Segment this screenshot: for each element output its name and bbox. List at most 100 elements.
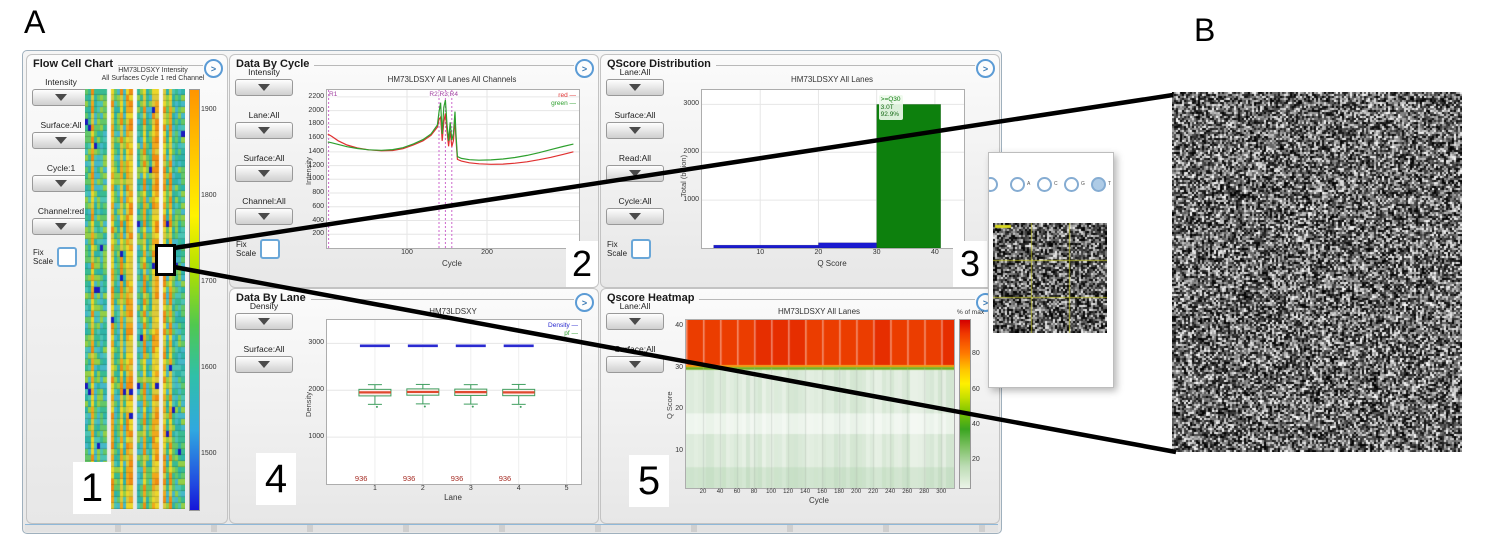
dropdown-cycle-all[interactable] (606, 208, 664, 225)
colorbar-tick-label: 1700 (201, 278, 217, 286)
callout-4: 4 (256, 453, 296, 505)
colorbar-tick-label: 1800 (201, 192, 217, 200)
y-tick-label: 2200 (308, 92, 324, 100)
x-tick-label: 240 (885, 489, 896, 495)
qscore-heatmap-title: HM73LDSXY All Lanes (777, 307, 861, 316)
colorbar-tick-label: 20 (972, 456, 980, 464)
channel-radio-c[interactable] (1037, 177, 1052, 192)
panel-qscore-heatmap: Qscore Heatmap > Lane:All Surface:All HM7… (600, 288, 1000, 524)
fix-scale-checkbox[interactable] (631, 239, 652, 259)
dropdown-surface-all[interactable] (606, 356, 664, 373)
x-tick-label: 100 (766, 489, 777, 495)
header-line (310, 298, 574, 300)
dropdown-lane-all[interactable] (606, 313, 664, 330)
channel-radio-label: A (1027, 181, 1031, 187)
dropdown-label-surface-all: Surface:All (243, 153, 285, 163)
dropdown-label-cycle-all: Cycle:All (618, 196, 652, 206)
y-tick-label: 1000 (683, 196, 699, 204)
dropdown-surface-all[interactable] (32, 132, 90, 149)
dropdown-channel-all[interactable] (235, 208, 293, 225)
dropdown-label-read-all: Read:All (618, 153, 652, 163)
colorbar-tick-label: 40 (972, 420, 980, 428)
intensity-colorbar (189, 89, 200, 511)
y-tick-label: 1200 (308, 161, 324, 169)
control-stack: Intensity Surface:All Cycle:1 Channel:red (29, 75, 93, 235)
header-line (314, 64, 574, 66)
chevron-down-icon (55, 94, 67, 101)
dropdown-label-lane-all: Lane:All (619, 67, 651, 77)
data-by-lane-title: HM73LDSXY (429, 307, 477, 316)
x-tick-label: 80 (750, 489, 758, 495)
x-tick-label: 1 (372, 485, 377, 492)
x-tick-label: 140 (800, 489, 811, 495)
dropdown-density[interactable] (235, 313, 293, 330)
dropdown-lane-all[interactable] (606, 79, 664, 96)
dropdown-intensity[interactable] (32, 89, 90, 106)
q30-annotation: >=Q30 3.0T 92.9% (878, 95, 903, 120)
svg-text:936: 936 (355, 474, 368, 483)
dropdown-cycle-1[interactable] (32, 175, 90, 192)
dropdown-surface-all[interactable] (235, 356, 293, 373)
dropdown-channel-red[interactable] (32, 218, 90, 235)
chevron-down-icon (55, 137, 67, 144)
header-line (699, 298, 975, 300)
chevron-down-icon (258, 127, 270, 134)
channel-radio-partial[interactable] (989, 177, 998, 192)
dropdown-label-cycle-1: Cycle:1 (46, 163, 76, 173)
read-annotation: R1 (329, 91, 338, 98)
flow-cell-heatmap (85, 89, 185, 509)
chart-legend: red — green — (551, 92, 576, 107)
dropdown-lane-all[interactable] (235, 122, 293, 139)
x-tick-label: 60 (733, 489, 741, 495)
collapse-panel-button[interactable]: > (976, 59, 995, 78)
channel-radio-label: C (1054, 181, 1058, 187)
channel-radio-t[interactable] (1091, 177, 1106, 192)
x-tick-label: 3 (468, 485, 473, 492)
sav-main-window: Flow Cell Chart > Intensity Surface:All Cy… (22, 50, 1002, 534)
chevron-down-icon (258, 170, 270, 177)
flow-cell-chart-title: HM73LDSXY Intensity All Surfaces Cycle 1 … (101, 67, 205, 82)
fix-scale-checkbox[interactable] (57, 247, 78, 267)
x-tick-label: 20 (699, 489, 707, 495)
header-line (715, 64, 975, 66)
x-tick-label: 300 (936, 489, 947, 495)
qscore-distribution-title: HM73LDSXY All Lanes (790, 75, 874, 84)
x-tick-label: 280 (919, 489, 930, 495)
svg-text:936: 936 (451, 474, 464, 483)
dropdown-surface-all[interactable] (606, 122, 664, 139)
control-stack: Lane:All Surface:All Read:All Cycle:All (603, 65, 667, 225)
channel-radio-g[interactable] (1064, 177, 1079, 192)
y-tick-label: 400 (312, 216, 324, 224)
legend-entry: green — (551, 99, 576, 107)
data-by-cycle-svg (327, 90, 579, 248)
fix-scale-control: Fix Scale (33, 247, 103, 267)
data-by-cycle-title: HM73LDSXY All Lanes All Channels (387, 75, 517, 84)
collapse-panel-button[interactable]: > (204, 59, 223, 78)
horizontal-scrollbar[interactable] (25, 524, 998, 532)
figure-label-a: A (24, 4, 46, 40)
y-tick-label: 20 (675, 405, 683, 413)
data-by-lane-plot: 936 936 936 936 1000 2000 3000 1 2 3 4 5 Density — pf… (308, 319, 582, 492)
y-tick-label: 1800 (308, 120, 324, 128)
dropdown-read-all[interactable] (606, 165, 664, 182)
svg-text:936: 936 (499, 474, 512, 483)
panel-qscore-distribution: QScore Distribution > Lane:All Surface:Al… (600, 54, 1000, 288)
chevron-down-icon (629, 318, 641, 325)
x-tick-label: 200 (481, 249, 493, 256)
dropdown-label-surface-all: Surface:All (243, 344, 285, 354)
x-tick-label: 100 (401, 249, 413, 256)
callout-2: 2 (566, 241, 598, 287)
dropdown-surface-all[interactable] (235, 165, 293, 182)
zoom-region-box (155, 244, 176, 276)
chevron-down-icon (258, 213, 270, 220)
collapse-panel-button[interactable]: > (575, 59, 594, 78)
x-tick-label: 180 (834, 489, 845, 495)
dropdown-intensity[interactable] (235, 79, 293, 96)
chevron-down-icon (629, 361, 641, 368)
panel-title: Flow Cell Chart (33, 58, 114, 70)
channel-radio-a[interactable] (1010, 177, 1025, 192)
x-tick-label: 40 (716, 489, 724, 495)
fix-scale-label: Fix Scale (236, 240, 257, 258)
fix-scale-checkbox[interactable] (260, 239, 281, 259)
fix-scale-control: Fix Scale (607, 239, 677, 259)
